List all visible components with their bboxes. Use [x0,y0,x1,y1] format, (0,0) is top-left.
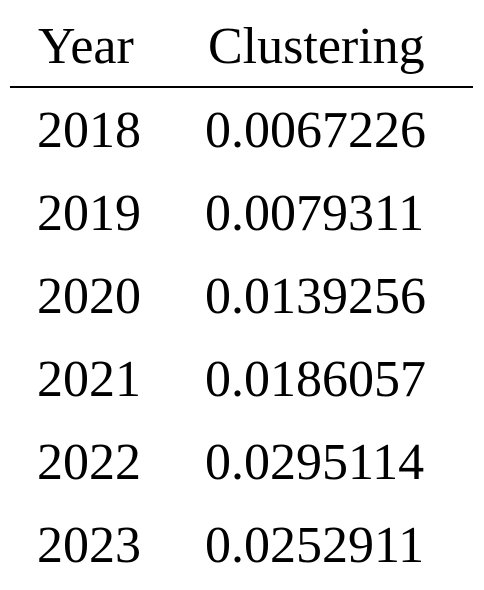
cell-clustering: 0.0079311 [205,185,425,242]
cell-clustering: 0.0295114 [205,434,425,491]
cell-clustering: 0.0252911 [205,517,425,574]
table-row: 2019 0.0079311 [10,171,473,254]
header-clustering: Clustering [208,18,425,75]
table-row: 2020 0.0139256 [10,254,473,337]
table-body: 2018 0.0067226 2019 0.0079311 2020 0.013… [10,88,473,586]
cell-clustering: 0.0139256 [205,268,426,325]
cell-year: 2020 [37,268,141,325]
table-row: 2023 0.0252911 [10,503,473,586]
header-year: Year [38,18,134,75]
table-header: Year Clustering [10,0,473,88]
cell-year: 2019 [37,185,141,242]
cell-clustering: 0.0186057 [205,351,426,408]
table-row: 2022 0.0295114 [10,420,473,503]
table-row: 2021 0.0186057 [10,337,473,420]
cell-year: 2023 [37,517,141,574]
cell-clustering: 0.0067226 [205,102,426,159]
table-row: 2018 0.0067226 [10,88,473,171]
cell-year: 2018 [37,102,141,159]
data-table: Year Clustering 2018 0.0067226 2019 0.00… [10,0,473,586]
cell-year: 2021 [37,351,141,408]
cell-year: 2022 [37,434,141,491]
